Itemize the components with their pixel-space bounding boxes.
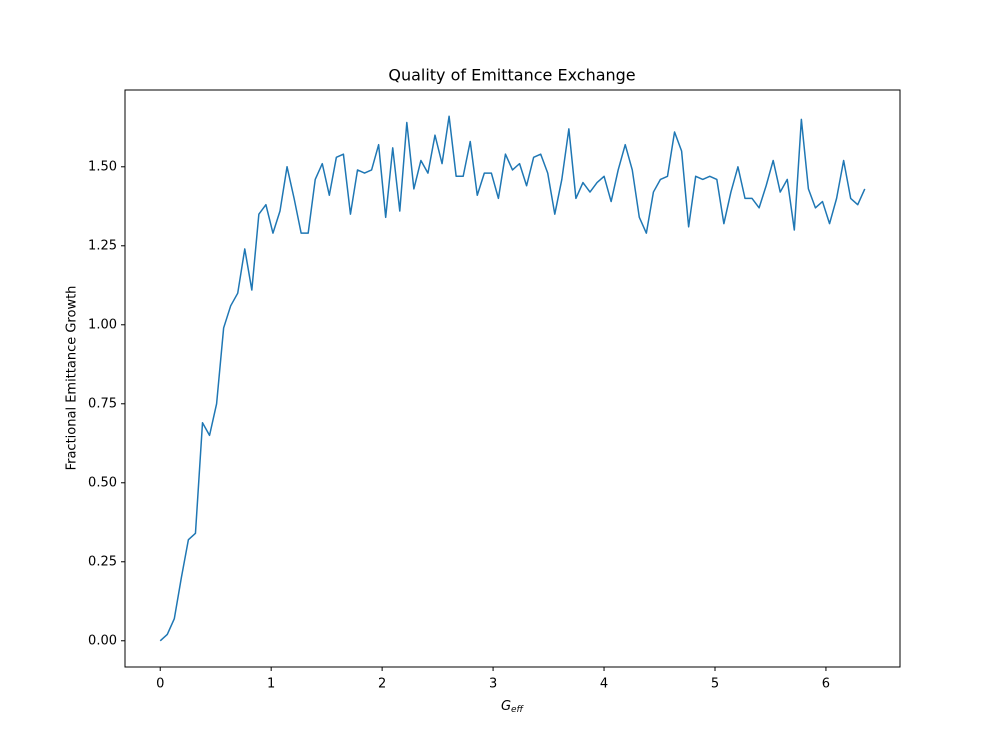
y-tick-label: 0.75 [88,396,117,411]
x-tick-label: 5 [711,677,719,692]
y-tick-label: 1.50 [88,159,117,174]
x-label-main: G [501,699,511,714]
x-tick-label: 4 [600,677,608,692]
y-tick-label: 1.00 [88,317,117,332]
x-tick-label: 1 [267,677,275,692]
y-tick-label: 0.50 [88,475,117,490]
chart-title: Quality of Emittance Exchange [388,66,635,85]
x-tick-label: 6 [822,677,830,692]
y-tick-label: 0.25 [88,554,117,569]
x-tick-label: 0 [156,677,164,692]
y-tick-label: 1.25 [88,238,117,253]
x-tick-label: 2 [378,677,386,692]
y-tick-label: 0.00 [88,633,117,648]
x-tick-label: 3 [489,677,497,692]
data-line [159,115,866,642]
y-axis-label: Fractional Emittance Growth [65,286,80,471]
x-axis-label: Geff [501,699,525,715]
plot-frame [124,89,901,668]
x-label-sub: eff [511,705,525,715]
